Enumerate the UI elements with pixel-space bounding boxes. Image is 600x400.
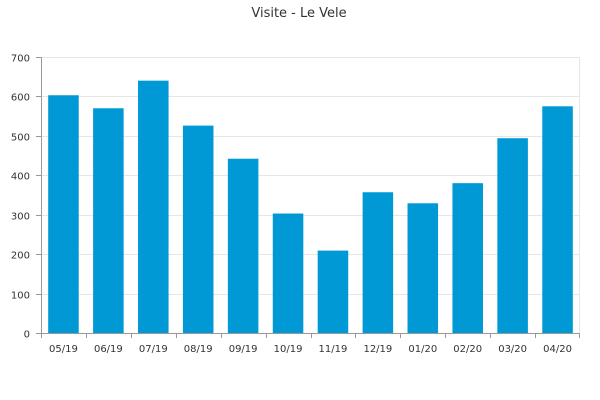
y-tick-label: 200 [11,251,30,262]
bar [182,125,214,333]
x-tick-label: 04/20 [543,344,572,355]
bar [317,250,349,333]
y-tick-label: 300 [11,212,30,223]
y-tick-label: 100 [11,291,30,302]
x-tick-label: 12/19 [363,344,392,355]
x-tick-label: 05/19 [49,344,78,355]
bar [497,138,528,333]
grid-lines [41,57,580,295]
bar [93,108,124,333]
x-tick-label: 11/19 [319,344,348,355]
bar [272,213,304,333]
y-tick-labels: 0 100 200 300 400 500 600 700 [11,54,30,341]
y-tick-label: 500 [11,133,30,144]
x-tick-label: 01/20 [408,344,437,355]
x-tick-label: 02/20 [453,344,482,355]
y-tick-label: 700 [11,54,30,65]
y-tick-label: 400 [11,172,30,183]
bar [452,183,483,333]
chart-title: Visite - Le Vele [251,6,346,21]
bar [138,80,169,333]
bar [542,106,573,333]
bar [407,203,439,333]
x-tick-label: 06/19 [94,344,123,355]
x-tick-label: 09/19 [229,344,258,355]
bars [48,80,573,333]
y-tick-label: 600 [11,93,30,104]
x-tick-label: 03/20 [498,344,527,355]
bar [48,95,79,333]
x-tick-label: 10/19 [274,344,303,355]
bar [362,192,394,333]
x-tick-label: 08/19 [184,344,213,355]
x-tick-label: 07/19 [139,344,168,355]
bar [227,158,259,333]
x-tick-labels: 05/19 06/19 07/19 08/19 09/19 10/19 11/19 12/19… [49,344,572,355]
y-tick-label: 0 [24,330,30,341]
axes [36,57,580,338]
